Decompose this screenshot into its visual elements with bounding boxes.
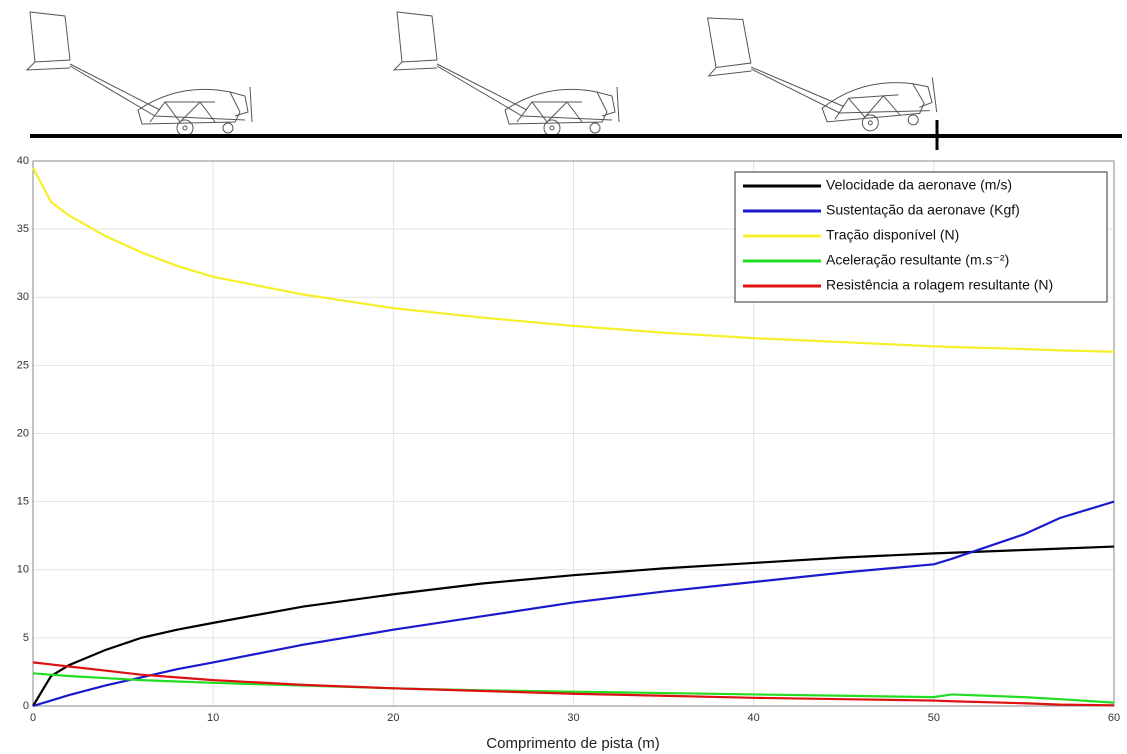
series-line (32, 500, 1115, 708)
x-tick-label: 60 (1108, 712, 1120, 724)
aircraft-sketch (704, 1, 939, 143)
aircraft-sketch (26, 11, 253, 137)
legend-label: Resistência a rolagem resultante (N) (826, 277, 1053, 293)
series-line (32, 545, 1115, 707)
x-tick-label: 40 (748, 712, 760, 724)
aircraft-sketch (393, 11, 620, 137)
y-tick-label: 40 (17, 155, 29, 167)
x-tick-label: 0 (30, 712, 36, 724)
x-tick-label: 50 (928, 712, 940, 724)
y-tick-label: 15 (17, 496, 29, 508)
y-tick-label: 35 (17, 223, 29, 235)
legend-label: Aceleração resultante (m.s⁻²) (826, 252, 1009, 268)
legend: Velocidade da aeronave (m/s) Sustentação … (734, 171, 1108, 303)
series-line (32, 167, 1115, 353)
x-tick-label: 20 (387, 712, 399, 724)
y-tick-label: 30 (17, 291, 29, 303)
y-tick-label: 0 (23, 700, 29, 712)
x-tick-label: 10 (207, 712, 219, 724)
axes-box (32, 160, 1115, 707)
legend-label: Sustentação da aeronave (Kgf) (826, 202, 1020, 218)
aircraft-sketches (26, 1, 939, 143)
y-tick-label: 20 (17, 427, 29, 439)
legend-label: Velocidade da aeronave (m/s) (826, 177, 1012, 193)
x-axis-label: Comprimento de pista (m) (486, 735, 659, 752)
y-tick-label: 10 (17, 564, 29, 576)
legend-label: Tração disponível (N) (826, 227, 959, 243)
y-tick-label: 5 (23, 632, 29, 644)
series-line (32, 661, 1115, 707)
y-tick-label: 25 (17, 359, 29, 371)
x-tick-label: 30 (567, 712, 579, 724)
